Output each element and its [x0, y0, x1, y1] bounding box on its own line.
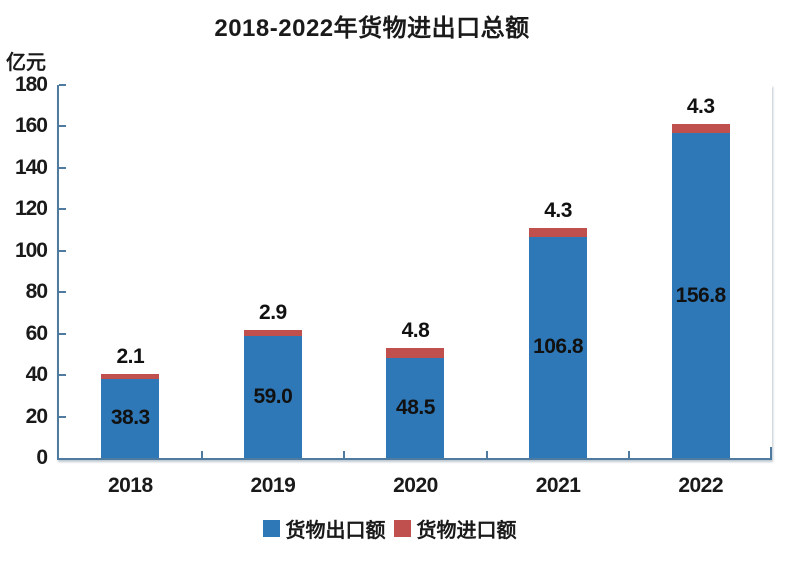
export-value-label: 38.3 [110, 406, 150, 430]
x-tick-label: 2019 [250, 474, 296, 497]
y-axis-tick [59, 291, 66, 294]
y-axis-tick [59, 125, 66, 128]
x-tick-label: 2022 [678, 474, 724, 497]
export-segment: 106.8 [529, 236, 588, 458]
export-value-label: 156.8 [675, 283, 727, 307]
y-tick-label: 120 [14, 197, 48, 221]
x-tick-label: 2020 [393, 474, 438, 497]
x-axis-tick [485, 451, 488, 458]
y-axis-tick [59, 374, 66, 377]
export-value-label: 106.8 [533, 335, 584, 359]
y-axis-tick [59, 84, 66, 86]
legend: 货物出口额 货物进口额 [0, 514, 787, 543]
bar-group: 38.3 2.1 2018 [59, 85, 202, 497]
bar-group: 48.5 4.8 2020 [344, 85, 487, 497]
export-segment: 59.0 [243, 335, 302, 458]
x-tick-label: 2021 [535, 474, 581, 497]
y-axis-tick [59, 208, 66, 211]
x-axis-end-tick [770, 447, 772, 458]
import-value-label: 2.9 [259, 300, 287, 324]
import-segment [101, 374, 160, 379]
y-axis-tick [59, 166, 66, 169]
x-axis-tick [628, 451, 631, 458]
y-tick-label: 60 [25, 321, 48, 345]
plot-area: 0 20 40 60 80 100 120 140 160 180 38.3 2.1 2018 59.0… [15, 73, 772, 497]
y-axis-unit-label: 亿元 [6, 52, 46, 74]
export-segment: 48.5 [386, 357, 445, 458]
export-value-label: 59.0 [253, 384, 293, 408]
x-axis-tick [343, 451, 346, 458]
chart-title: 2018-2022年货物进出口总额 [214, 15, 530, 42]
y-axis-tick [59, 332, 66, 335]
y-axis-tick [59, 415, 66, 418]
export-segment: 38.3 [101, 378, 160, 458]
y-tick-label: 140 [14, 155, 48, 179]
legend-label-import: 货物进口额 [416, 520, 517, 542]
export-value-label: 48.5 [396, 395, 435, 419]
y-tick-label: 100 [14, 238, 48, 262]
y-tick-label: 0 [36, 446, 48, 469]
y-tick-label: 40 [25, 363, 48, 387]
import-value-label: 4.8 [401, 318, 430, 342]
y-tick-label: 20 [25, 404, 48, 428]
legend-swatch-export [262, 520, 280, 537]
x-axis-tick [200, 451, 203, 458]
y-axis-labels: 0 20 40 60 80 100 120 140 160 180 [0, 73, 48, 469]
import-segment [529, 227, 588, 237]
import-segment [386, 347, 445, 358]
bar-group: 106.8 4.3 2021 [487, 85, 630, 497]
import-value-label: 4.3 [544, 198, 572, 222]
legend-swatch-import [393, 520, 411, 537]
export-segment: 156.8 [671, 133, 730, 458]
bar-group: 156.8 4.3 2022 [629, 85, 772, 497]
y-tick-label: 180 [14, 73, 48, 96]
import-value-label: 4.3 [686, 95, 715, 119]
x-tick-label: 2018 [107, 474, 153, 497]
import-segment [671, 124, 730, 134]
bar-group: 59.0 2.9 2019 [202, 85, 345, 497]
import-segment [243, 329, 302, 336]
y-tick-label: 160 [14, 114, 48, 138]
import-value-label: 2.1 [116, 345, 145, 369]
legend-label-export: 货物出口额 [285, 520, 386, 542]
y-tick-label: 80 [25, 280, 48, 304]
y-axis-tick [59, 249, 66, 252]
